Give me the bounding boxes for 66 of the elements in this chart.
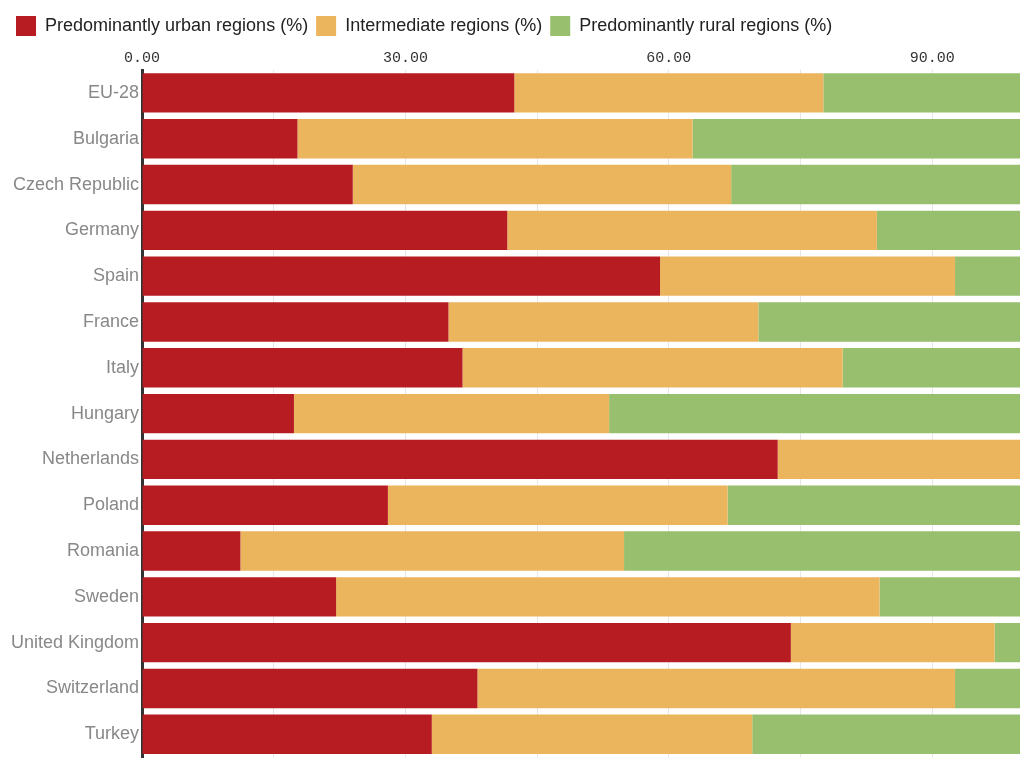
y-tick-label: Czech Republic	[13, 173, 140, 194]
bar	[142, 531, 241, 571]
legend-label: Predominantly rural regions (%)	[579, 14, 833, 35]
bar	[142, 302, 449, 342]
y-tick-label: Bulgaria	[73, 127, 141, 148]
bar	[777, 439, 1020, 480]
bar	[692, 119, 1020, 159]
bar	[142, 485, 388, 525]
y-tick-label: Netherlands	[42, 448, 140, 469]
bar	[727, 485, 1020, 525]
bar	[462, 348, 843, 388]
y-tick-label: Switzerland	[46, 677, 140, 698]
bar	[955, 256, 1020, 296]
bar	[507, 210, 877, 251]
bar	[142, 668, 478, 709]
bar	[142, 119, 298, 159]
bar	[142, 439, 778, 480]
bar	[142, 210, 508, 251]
bar	[514, 73, 824, 113]
bar	[609, 393, 1020, 434]
bar	[477, 668, 956, 709]
x-tick-label: 60.00	[646, 49, 692, 67]
bar	[879, 577, 1020, 617]
bar	[842, 348, 1020, 388]
bar	[142, 622, 791, 663]
legend-label: Predominantly urban regions (%)	[45, 14, 309, 35]
bar	[142, 393, 294, 434]
x-tick-label: 30.00	[382, 49, 428, 67]
x-tick-label: 90.00	[909, 49, 955, 67]
y-tick-label: Germany	[65, 219, 140, 240]
y-tick-label: France	[83, 310, 140, 331]
bar	[352, 164, 732, 205]
bar	[142, 73, 515, 113]
bar	[758, 302, 1020, 342]
bar	[790, 622, 995, 663]
x-tick-label: 0.00	[124, 49, 161, 67]
bar	[142, 577, 337, 617]
y-tick-label: Sweden	[74, 585, 140, 606]
bar	[387, 485, 728, 525]
bar	[142, 714, 432, 754]
bar	[142, 256, 661, 296]
bar	[955, 668, 1020, 709]
bar	[752, 714, 1020, 754]
y-tick-label: EU-28	[88, 81, 140, 102]
legend-label: Intermediate regions (%)	[345, 14, 543, 35]
bar	[240, 531, 625, 571]
bar	[624, 531, 1020, 571]
bar	[297, 119, 693, 159]
y-tick-label: Turkey	[84, 723, 140, 744]
y-tick-label: Spain	[93, 265, 140, 286]
y-tick-label: Italy	[106, 356, 140, 377]
bar	[293, 393, 610, 434]
bar	[876, 210, 1020, 251]
bar	[448, 302, 759, 342]
bar	[431, 714, 753, 754]
bar	[336, 577, 880, 617]
bar	[142, 164, 353, 205]
y-tick-label: United Kingdom	[11, 631, 140, 652]
bar	[142, 348, 463, 388]
bar	[660, 256, 956, 296]
bar	[994, 622, 1020, 663]
y-tick-label: Hungary	[71, 402, 140, 423]
y-tick-label: Romania	[67, 540, 141, 561]
bar	[823, 73, 1020, 113]
y-tick-label: Poland	[83, 494, 140, 515]
bar	[731, 164, 1020, 205]
